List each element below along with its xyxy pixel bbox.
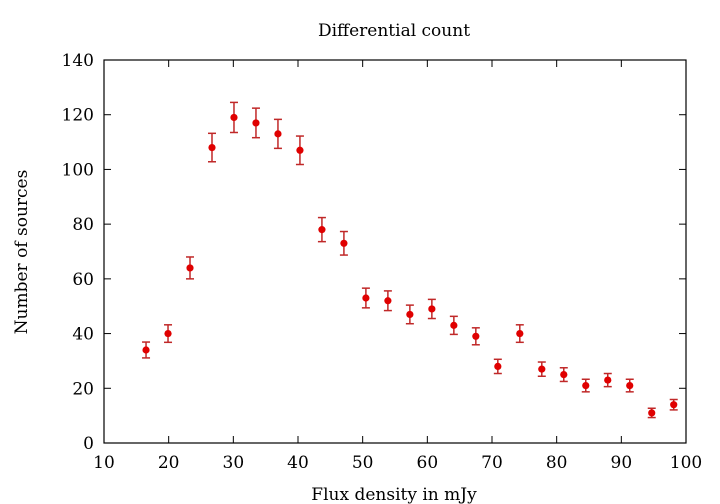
data-point-group (229, 101, 238, 134)
data-point (274, 130, 282, 138)
data-point (296, 146, 304, 154)
data-point-group (647, 407, 656, 419)
data-point-group (515, 324, 524, 344)
x-tick-label: 20 (158, 453, 180, 473)
x-tick-label: 60 (417, 453, 439, 473)
data-point-group (186, 256, 195, 280)
data-point-group (537, 361, 546, 377)
y-tick-label: 80 (72, 215, 94, 235)
data-point-group (449, 315, 458, 336)
data-point-group (669, 398, 678, 411)
data-point (670, 401, 678, 409)
x-axis-label: Flux density in mJy (311, 485, 477, 504)
data-point-group (581, 378, 590, 393)
data-point-group (625, 378, 634, 393)
data-point (494, 362, 502, 370)
data-point (142, 346, 150, 354)
x-tick-label: 80 (546, 453, 568, 473)
data-point-group (339, 230, 348, 256)
data-point (384, 297, 392, 305)
x-tick-label: 100 (670, 453, 702, 473)
data-point (604, 376, 612, 384)
data-point (230, 113, 238, 122)
data-point (626, 381, 634, 390)
y-tick-label: 100 (62, 160, 94, 180)
data-point (362, 294, 370, 302)
x-tick-label: 10 (93, 453, 115, 473)
data-point-group (427, 298, 436, 320)
y-tick-label: 120 (62, 106, 94, 126)
data-point-group (295, 135, 304, 166)
data-point (208, 143, 216, 152)
data-point (560, 371, 568, 379)
data-point (340, 239, 348, 247)
y-tick-label: 40 (72, 325, 94, 345)
data-point-group (471, 327, 480, 346)
y-tick-label: 60 (72, 270, 94, 290)
data-point-group (383, 290, 392, 312)
data-point-group (493, 358, 502, 375)
x-tick-label: 70 (481, 453, 503, 473)
plot-frame (103, 59, 687, 444)
data-point (648, 409, 656, 417)
data-point-group (207, 132, 216, 163)
x-tick-label: 90 (611, 453, 633, 473)
data-point (538, 365, 546, 373)
y-tick-label: 140 (62, 51, 94, 71)
data-point (472, 332, 480, 340)
x-tick-label: 40 (287, 453, 309, 473)
data-point (406, 310, 414, 319)
data-point (516, 329, 524, 338)
chart-title: Differential count (318, 21, 470, 41)
data-point (252, 119, 260, 127)
x-tick-label: 30 (223, 453, 245, 473)
data-point-group (164, 324, 173, 344)
data-point-group (251, 107, 260, 139)
data-point (318, 226, 326, 234)
y-tick-label: 0 (83, 434, 94, 454)
data-point-group (559, 367, 568, 383)
x-tick-label: 50 (352, 453, 374, 473)
data-point (582, 381, 590, 390)
data-point (450, 321, 458, 329)
y-axis-label: Number of sources (12, 170, 32, 335)
data-point (428, 305, 436, 313)
data-point (186, 264, 194, 272)
y-tick-label: 20 (72, 379, 94, 399)
data-point-group (317, 216, 326, 243)
data-point-group (361, 287, 370, 309)
data-point-group (603, 372, 612, 388)
data-point (164, 329, 172, 338)
data-point-group (405, 304, 414, 325)
data-point-group (273, 118, 282, 150)
data-point-group (142, 341, 151, 359)
